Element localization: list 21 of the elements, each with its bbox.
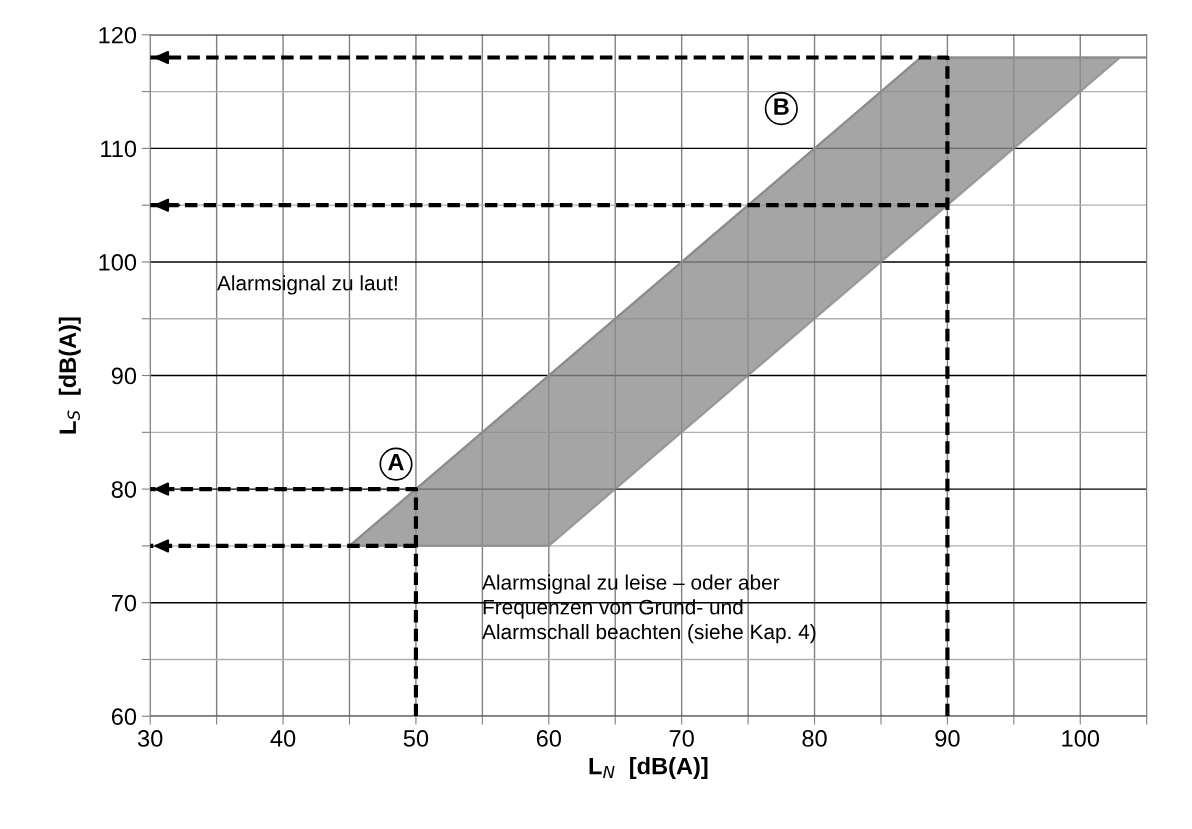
annotation: A: [388, 453, 404, 471]
x-tick-label: 60: [536, 730, 562, 747]
y-tick-label: 70: [111, 594, 137, 612]
x-tick-label: 50: [403, 730, 429, 747]
x-tick-label: 90: [935, 730, 960, 747]
y-tick-label: 80: [111, 481, 137, 498]
y-axis-title: L$_{S}$ [dB(A)]: [58, 317, 81, 434]
annotation: B: [774, 98, 789, 115]
y-tick-label: 120: [99, 26, 137, 44]
y-tick-label: 110: [101, 140, 137, 158]
x-tick-label: 100: [1062, 730, 1100, 747]
y-tick-label: 100: [99, 254, 137, 271]
x-tick-label: 70: [669, 730, 694, 747]
x-tick-label: 30: [137, 730, 163, 747]
y-tick-label: 90: [111, 367, 137, 385]
x-tick-label: 40: [270, 730, 296, 747]
x-tick-label: 80: [802, 730, 827, 747]
annotation: Alarmsignal zu laut!: [217, 275, 397, 295]
annotation: Alarmsignal zu leise – oder aber Frequenzen von Grund- und Alarmschall beachten (siehe Kap. 4): [482, 574, 816, 644]
y-tick-label: 60: [111, 708, 137, 726]
x-axis-title: L$_{N}$ [dB(A)]: [589, 757, 708, 780]
